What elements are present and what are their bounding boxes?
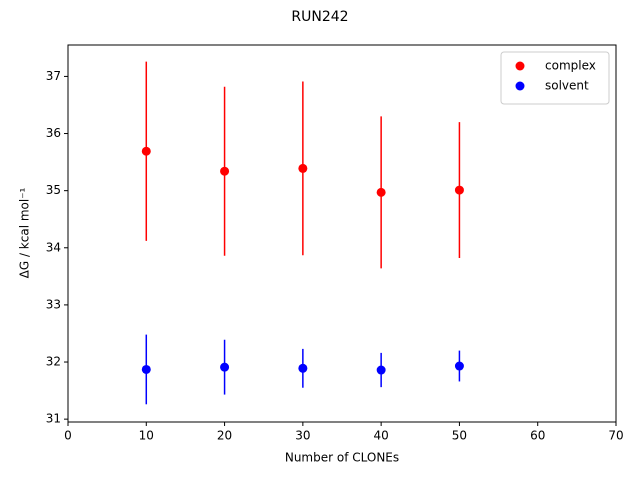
point xyxy=(141,146,151,156)
x-tick-label: 60 xyxy=(530,429,545,443)
point xyxy=(454,361,464,371)
x-tick-label: 0 xyxy=(64,429,72,443)
point xyxy=(376,187,386,197)
point xyxy=(220,362,230,372)
legend-box xyxy=(500,51,610,105)
x-tick-label: 20 xyxy=(217,429,232,443)
y-tick-label: 37 xyxy=(46,69,61,83)
y-tick-label: 34 xyxy=(46,240,61,254)
y-tick-label: 31 xyxy=(46,412,61,426)
x-tick-label: 30 xyxy=(295,429,310,443)
point xyxy=(376,365,386,375)
point xyxy=(298,363,308,373)
point xyxy=(220,166,230,176)
x-tick-label: 50 xyxy=(452,429,467,443)
legend-label: complex xyxy=(545,59,596,73)
legend-marker xyxy=(515,61,525,71)
x-tick-label: 70 xyxy=(608,429,623,443)
y-tick-label: 33 xyxy=(46,297,61,311)
x-tick-label: 10 xyxy=(139,429,154,443)
y-tick-label: 32 xyxy=(46,355,61,369)
y-axis-label: ΔG / kcal mol⁻¹ xyxy=(18,187,32,278)
x-axis-label: Number of CLONEs xyxy=(285,451,399,465)
legend-marker xyxy=(515,81,525,91)
plot-frame xyxy=(67,44,617,423)
point xyxy=(454,185,464,195)
chart-title: RUN242 xyxy=(291,9,348,25)
x-tick-label: 40 xyxy=(374,429,389,443)
y-tick-label: 35 xyxy=(46,183,61,197)
y-tick-label: 36 xyxy=(46,126,61,140)
legend-label: solvent xyxy=(545,79,589,93)
point xyxy=(141,364,151,374)
point xyxy=(298,163,308,173)
